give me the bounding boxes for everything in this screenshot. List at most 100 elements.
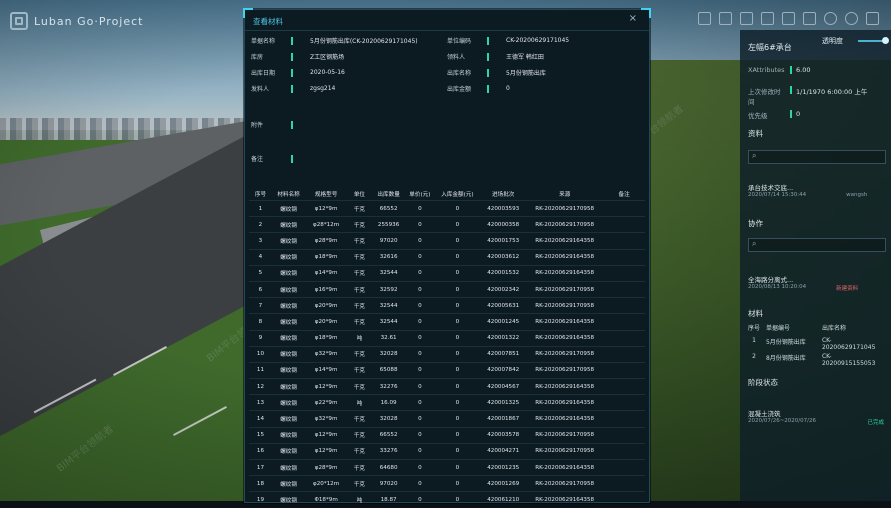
table-row[interactable]: 8 螺纹钢 φ20*9m 千克 32544 0 0 420001245 RK-202006291…: [249, 313, 645, 330]
table-row[interactable]: 6 螺纹钢 φ16*9m 千克 32592 0 0 420002342 RK-202006291…: [249, 280, 645, 298]
collab-card[interactable]: 全海路分离式... 2020/08/13 10:20:04 新建资料: [748, 274, 858, 292]
table-row[interactable]: 9 螺纹钢 φ18*9m 吨 32.61 0 0 420001322 RK-2020062916…: [249, 329, 645, 347]
form-row: 单据名称 5月份钢筋出库(CK-20200629171045) 单位编码 CK-…: [251, 36, 643, 45]
table-cell: [603, 248, 645, 266]
video-icon[interactable]: [761, 12, 774, 25]
table-cell: 0: [405, 394, 435, 411]
phase-card[interactable]: 混凝土浇筑 2020/07/26~2020/07/26 已完成: [748, 408, 884, 426]
prop-value: 0: [796, 110, 801, 118]
materials-row[interactable]: 2 8月份钢筋出库 CK-20200915155053: [748, 353, 891, 369]
table-cell: 16.09: [371, 394, 406, 411]
table-cell: 吨: [346, 329, 372, 347]
table-cell: [603, 394, 645, 411]
table-cell: 0: [434, 264, 481, 282]
table-cell: 0: [405, 378, 435, 395]
table-cell: 32276: [371, 378, 406, 395]
table-row[interactable]: 14 螺纹钢 φ32*9m 千克 32028 0 0 420001867 RK-20200629…: [249, 410, 645, 428]
table-row[interactable]: 16 螺纹钢 φ12*9m 千克 33276 0 0 420004271 RK-20200629…: [249, 442, 645, 460]
app-logo: Luban Go·Project: [10, 12, 143, 30]
table-cell: 0: [434, 410, 481, 428]
materials-cell: CK-20200915155053: [821, 353, 876, 367]
table-cell: 0: [405, 297, 435, 314]
eye-icon[interactable]: [824, 12, 837, 25]
layers-icon[interactable]: [803, 12, 816, 25]
table-row[interactable]: 12 螺纹钢 φ12*9m 千克 32276 0 0 420004567 RK-20200629…: [249, 378, 645, 395]
form-field-issuer: 发料人 zgsg214: [251, 84, 447, 93]
columns-icon[interactable]: [740, 12, 753, 25]
table-cell: 2: [249, 216, 272, 233]
table-row[interactable]: 4 螺纹钢 φ18*9m 千克 32616 0 0 420003612 RK-202006291…: [249, 248, 645, 266]
form-field-doc-name: 单据名称 5月份钢筋出库(CK-20200629171045): [251, 36, 447, 45]
select-tool-icon[interactable]: [698, 12, 711, 25]
table-cell: 97020: [371, 475, 406, 492]
home-icon[interactable]: [782, 12, 795, 25]
form-divider: [487, 68, 489, 77]
dialog-corner: [641, 8, 651, 18]
materials-cell: 5月份钢筋出库: [765, 339, 806, 346]
table-cell: 420001532: [480, 264, 527, 282]
phase-card-meta: 2020/07/26~2020/07/26 已完成: [748, 418, 884, 426]
table-row[interactable]: 19 螺纹钢 Φ18*9m 吨 18.87 0 0 420061210 RK-202006291…: [249, 491, 645, 508]
table-cell: 33276: [371, 442, 406, 460]
table-cell: RK-20200629164358: [526, 378, 604, 395]
table-cell: 420005631: [480, 297, 527, 314]
table-row[interactable]: 17 螺纹钢 φ28*9m 千克 64680 0 0 420001235 RK-20200629…: [249, 458, 645, 476]
table-cell: 螺纹钢: [271, 232, 306, 250]
materials-header: 出库名称: [822, 325, 847, 332]
table-cell: φ20*12m: [305, 475, 347, 492]
view-materials-dialog: 查看材料 × 单据名称 5月份钢筋出库(CK-20200629171045) 单…: [243, 8, 651, 508]
table-row[interactable]: 11 螺纹钢 φ14*9m 千克 65088 0 0 420007842 RK-20200629…: [249, 361, 645, 379]
table-cell: 0: [434, 475, 481, 492]
form-value: 王德军 韩红田: [506, 54, 544, 61]
gear-icon[interactable]: [845, 12, 858, 25]
table-row[interactable]: 5 螺纹钢 φ14*9m 千克 32544 0 0 420001532 RK-202006291…: [249, 264, 645, 282]
table-cell: φ12*9m: [305, 199, 347, 217]
form-label: 出库金额: [447, 86, 472, 93]
table-row[interactable]: 15 螺纹钢 φ12*9m 千克 66552 0 0 420003578 RK-20200629…: [249, 426, 645, 444]
form-field-remark: 备注: [251, 154, 447, 163]
table-cell: 420001269: [480, 475, 527, 492]
fullscreen-icon[interactable]: [866, 12, 879, 25]
form-field-outname: 出库名称 5月份钢筋出库: [447, 68, 643, 77]
table-cell: RK-20200629170958: [526, 475, 604, 492]
table-row[interactable]: 18 螺纹钢 φ20*12m 千克 97020 0 0 420001269 RK-2020062…: [249, 475, 645, 492]
collab-search-input[interactable]: ⌕: [748, 238, 886, 252]
table-cell: 千克: [346, 426, 372, 444]
table-cell: 螺纹钢: [271, 410, 306, 428]
close-icon[interactable]: ×: [628, 13, 637, 24]
form-divider: [487, 84, 489, 93]
table-cell: 420001235: [480, 458, 527, 476]
form-field-date: 出库日期 2020-05-16: [251, 68, 447, 77]
table-cell: 螺纹钢: [271, 491, 306, 508]
table-cell: 螺纹钢: [271, 216, 306, 233]
table-row[interactable]: 3 螺纹钢 φ28*9m 千克 97020 0 0 420001753 RK-202006291…: [249, 232, 645, 250]
table-cell: [603, 458, 645, 476]
table-row[interactable]: 10 螺纹钢 φ32*9m 千克 32028 0 0 420007851 RK-20200629…: [249, 345, 645, 363]
data-card[interactable]: 承台技术交底... 2020/07/14 15:30:44 wangsh: [748, 182, 867, 198]
layout-icon[interactable]: [719, 12, 732, 25]
table-cell: 16: [249, 442, 272, 460]
table-cell: 0: [405, 264, 435, 282]
table-cell: 420004271: [480, 442, 527, 460]
table-cell: φ16*9m: [305, 280, 347, 298]
table-row[interactable]: 13 螺纹钢 φ22*9m 吨 16.09 0 0 420001325 RK-202006291…: [249, 394, 645, 411]
materials-row[interactable]: 1 5月份钢筋出库 CK-20200629171045: [748, 337, 891, 353]
table-header: 来源: [559, 192, 571, 198]
form-divider: [291, 36, 293, 45]
data-search-input[interactable]: ⌕: [748, 150, 886, 164]
data-card-date: 2020/07/14 15:30:44: [748, 192, 807, 198]
opacity-slider[interactable]: [858, 37, 889, 44]
table-cell: RK-20200629170958: [526, 280, 604, 298]
form-field-warehouse: 库房 Z工区钢筋场: [251, 52, 447, 61]
table-cell: 螺纹钢: [271, 475, 306, 492]
table-row[interactable]: 1 螺纹钢 φ12*9m 千克 66552 0 0 420003593 RK-202006291…: [249, 199, 645, 217]
table-cell: [603, 361, 645, 379]
table-row[interactable]: 7 螺纹钢 φ20*9m 千克 32544 0 0 420005631 RK-202006291…: [249, 297, 645, 314]
table-cell: 32.61: [371, 329, 406, 347]
form-row: 出库日期 2020-05-16 出库名称 5月份钢筋出库: [251, 68, 643, 77]
table-row[interactable]: 2 螺纹钢 φ28*12m 千克 255936 0 0 420000358 RK-2020062…: [249, 216, 645, 233]
table-cell: 19: [249, 491, 272, 508]
table-cell: 0: [405, 442, 435, 460]
form-divider: [291, 68, 293, 77]
table-header: 单位: [353, 192, 366, 198]
